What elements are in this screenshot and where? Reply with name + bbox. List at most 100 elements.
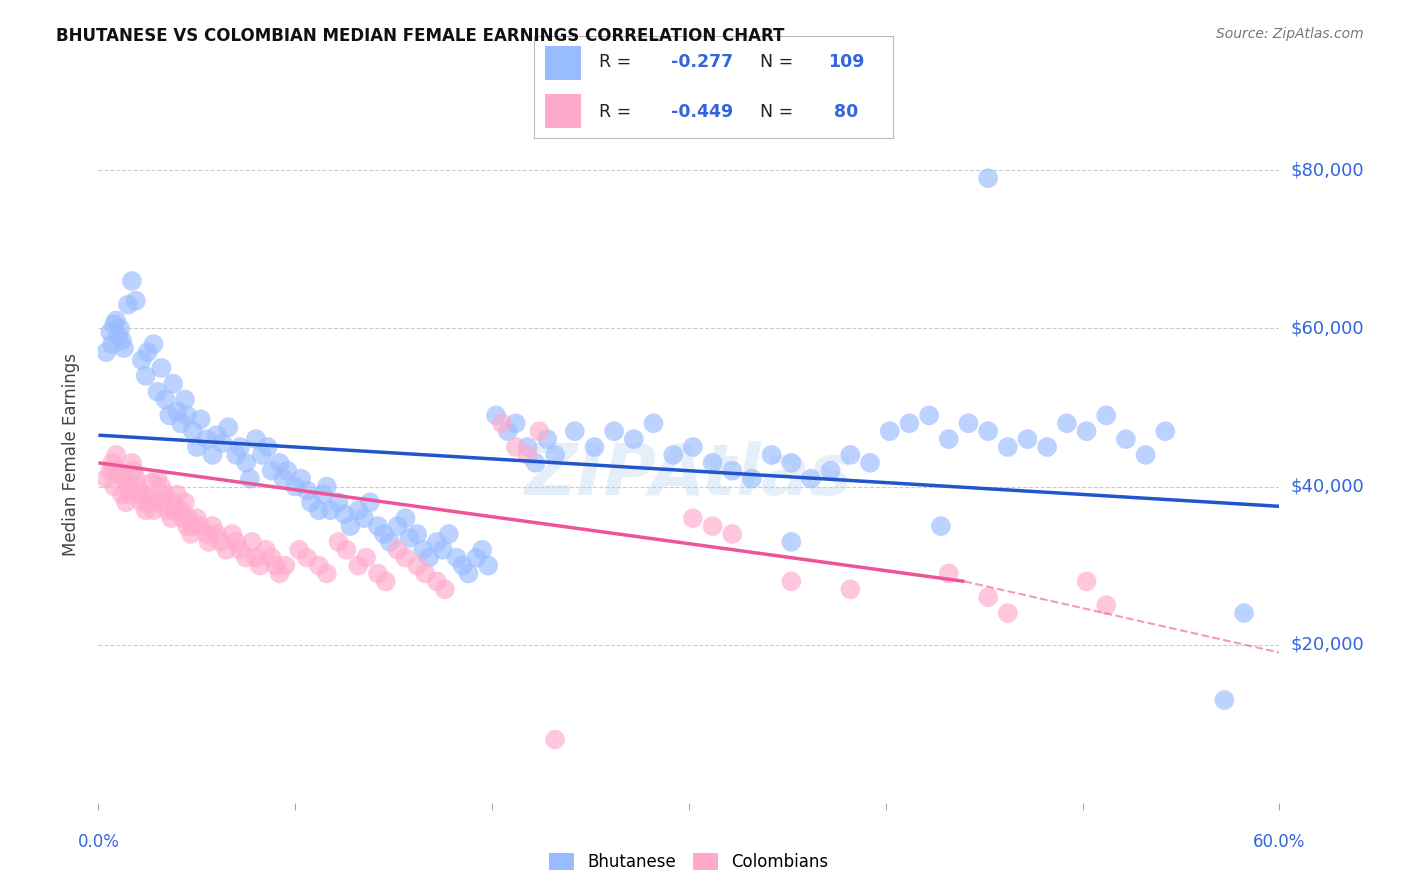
Point: [432, 542, 454, 557]
Point: [136, 345, 159, 359]
Point: [128, 487, 150, 501]
Point: [315, 566, 337, 581]
Point: [516, 448, 538, 462]
Point: [190, 412, 212, 426]
Point: [155, 392, 177, 407]
Point: [413, 566, 436, 581]
Point: [125, 472, 148, 486]
Point: [387, 542, 409, 557]
Point: [347, 503, 370, 517]
Point: [426, 574, 449, 589]
Point: [186, 511, 208, 525]
Point: [103, 318, 125, 332]
Text: -0.449: -0.449: [671, 103, 733, 120]
Point: [374, 574, 396, 589]
Point: [240, 535, 263, 549]
Text: $60,000: $60,000: [1291, 319, 1364, 337]
Point: [146, 384, 169, 399]
Point: [820, 464, 842, 478]
Point: [117, 479, 139, 493]
Text: $40,000: $40,000: [1291, 477, 1364, 496]
Point: [662, 448, 685, 462]
Point: [274, 558, 297, 573]
Point: [121, 274, 143, 288]
Point: [215, 542, 238, 557]
Point: [162, 495, 184, 509]
Point: [142, 337, 165, 351]
Point: [181, 519, 204, 533]
Point: [239, 472, 262, 486]
Point: [105, 313, 128, 327]
FancyBboxPatch shape: [546, 95, 581, 128]
Point: [111, 333, 134, 347]
Point: [315, 479, 337, 493]
Point: [174, 495, 197, 509]
Point: [107, 464, 129, 478]
Point: [115, 495, 138, 509]
Point: [245, 550, 267, 565]
Y-axis label: Median Female Earnings: Median Female Earnings: [62, 353, 80, 557]
Point: [496, 424, 519, 438]
Point: [1095, 598, 1118, 612]
Point: [166, 404, 188, 418]
Point: [132, 487, 155, 501]
Point: [221, 527, 243, 541]
Point: [135, 503, 157, 517]
Point: [107, 329, 129, 343]
Text: R =: R =: [599, 103, 637, 120]
Point: [800, 472, 823, 486]
Point: [437, 527, 460, 541]
Point: [378, 535, 401, 549]
Text: ZIPAtlas: ZIPAtlas: [524, 442, 853, 510]
Point: [122, 464, 145, 478]
Point: [524, 456, 547, 470]
Point: [217, 420, 239, 434]
Point: [209, 535, 232, 549]
Point: [387, 519, 409, 533]
Point: [1115, 432, 1137, 446]
Text: N =: N =: [761, 54, 799, 71]
Text: 80: 80: [828, 103, 859, 120]
Point: [290, 472, 312, 486]
Legend: Bhutanese, Colombians: Bhutanese, Colombians: [543, 847, 835, 878]
Point: [135, 368, 157, 383]
Text: R =: R =: [599, 54, 637, 71]
Point: [406, 527, 429, 541]
Point: [260, 464, 283, 478]
Point: [288, 542, 311, 557]
Point: [101, 456, 124, 470]
Point: [112, 341, 135, 355]
Point: [1213, 693, 1236, 707]
Point: [98, 464, 121, 478]
Point: [176, 409, 198, 423]
Point: [260, 550, 283, 565]
Point: [394, 511, 416, 525]
Point: [142, 503, 165, 517]
Text: BHUTANESE VS COLOMBIAN MEDIAN FEMALE EARNINGS CORRELATION CHART: BHUTANESE VS COLOMBIAN MEDIAN FEMALE EAR…: [56, 27, 785, 45]
Point: [465, 550, 488, 565]
Point: [136, 495, 159, 509]
Point: [339, 519, 361, 533]
Point: [249, 558, 271, 573]
Point: [354, 550, 377, 565]
Point: [195, 527, 218, 541]
Point: [603, 424, 626, 438]
Point: [225, 448, 247, 462]
Point: [269, 566, 291, 581]
Point: [146, 472, 169, 486]
Point: [373, 527, 395, 541]
Point: [150, 479, 173, 493]
Point: [145, 495, 167, 509]
Point: [353, 511, 375, 525]
Point: [229, 440, 252, 454]
Point: [997, 606, 1019, 620]
Point: [98, 326, 121, 340]
Point: [1095, 409, 1118, 423]
Point: [918, 409, 941, 423]
Point: [105, 448, 128, 462]
Text: $20,000: $20,000: [1291, 636, 1364, 654]
Point: [780, 456, 803, 470]
Text: Source: ZipAtlas.com: Source: ZipAtlas.com: [1216, 27, 1364, 41]
Text: 109: 109: [828, 54, 865, 71]
Point: [96, 345, 118, 359]
